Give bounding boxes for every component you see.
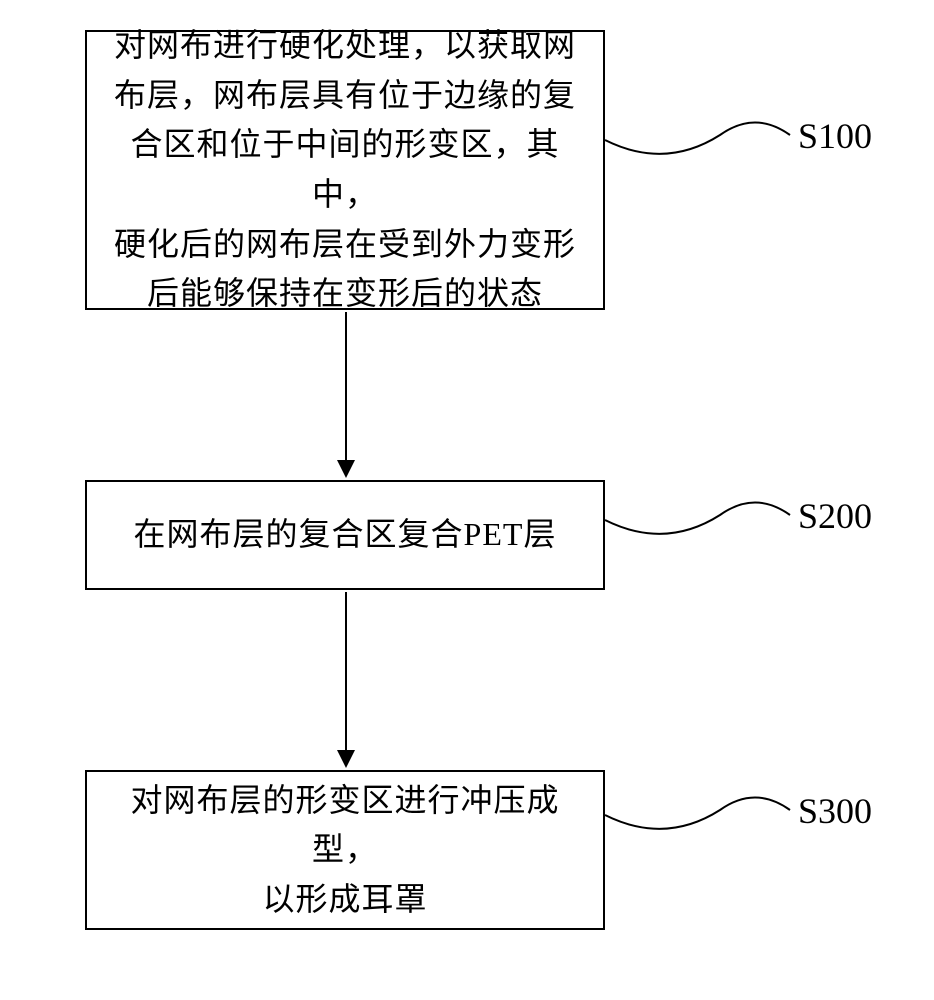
flow-node-s200-text: 在网布层的复合区复合PET层: [134, 510, 557, 560]
arrow-head-s100-s200: [337, 460, 355, 478]
flow-node-s200: 在网布层的复合区复合PET层: [85, 480, 605, 590]
connector-s300: [605, 785, 795, 845]
flow-node-s100: 对网布进行硬化处理，以获取网 布层，网布层具有位于边缘的复 合区和位于中间的形变…: [85, 30, 605, 310]
step-label-s300: S300: [798, 790, 872, 832]
arrow-head-s200-s300: [337, 750, 355, 768]
flow-node-s300: 对网布层的形变区进行冲压成型， 以形成耳罩: [85, 770, 605, 930]
arrow-s100-s200: [345, 312, 347, 462]
flow-node-s100-text: 对网布进行硬化处理，以获取网 布层，网布层具有位于边缘的复 合区和位于中间的形变…: [107, 21, 583, 319]
flowchart-canvas: 对网布进行硬化处理，以获取网 布层，网布层具有位于边缘的复 合区和位于中间的形变…: [0, 0, 934, 1000]
step-label-s100: S100: [798, 115, 872, 157]
step-label-s200: S200: [798, 495, 872, 537]
flow-node-s300-text: 对网布层的形变区进行冲压成型， 以形成耳罩: [107, 776, 583, 925]
connector-s100: [605, 110, 795, 170]
arrow-s200-s300: [345, 592, 347, 752]
connector-s200: [605, 490, 795, 550]
